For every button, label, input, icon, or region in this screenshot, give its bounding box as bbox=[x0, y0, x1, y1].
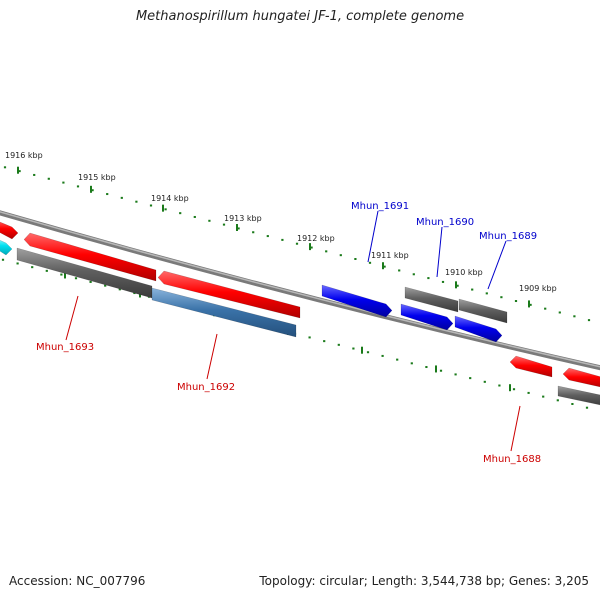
genome-title: Methanospirillum hungatei JF-1, complete… bbox=[135, 9, 465, 24]
scale-label: 1915 kbp bbox=[78, 173, 116, 182]
gene-label-connector bbox=[206, 333, 218, 380]
accession-text: Accession: NC_007796 bbox=[9, 574, 146, 588]
gene-mhun-1690-blue[interactable] bbox=[400, 303, 454, 331]
scale-label: 1909 kbp bbox=[519, 284, 557, 293]
gene-label-connector bbox=[487, 240, 507, 290]
gene-steel-1692[interactable] bbox=[151, 287, 297, 338]
genome-backbone bbox=[0, 210, 600, 371]
gene-label-connector bbox=[65, 295, 79, 341]
scale-label: 1914 kbp bbox=[151, 194, 189, 203]
gene-mhun-1688-red[interactable] bbox=[509, 355, 553, 378]
gene-cyan-left-edge[interactable] bbox=[0, 238, 13, 256]
gene-mhun-1690-grey[interactable] bbox=[404, 286, 459, 313]
gene-red-left-edge[interactable] bbox=[0, 220, 19, 240]
gene-mhun-1691[interactable] bbox=[321, 284, 393, 318]
gene-label-reverse[interactable]: Mhun_1692 bbox=[177, 382, 235, 393]
gene-mhun-1689-blue[interactable] bbox=[454, 315, 503, 343]
scale-label: 1913 kbp bbox=[224, 214, 262, 223]
gene-label-connector bbox=[436, 226, 443, 278]
scale-label: 1911 kbp bbox=[371, 251, 409, 260]
genome-summary-text: Topology: circular; Length: 3,544,738 bp… bbox=[259, 574, 589, 588]
scale-label: 1912 kbp bbox=[297, 234, 335, 243]
gene-label-reverse[interactable]: Mhun_1688 bbox=[483, 454, 541, 465]
gene-grey-right-edge[interactable] bbox=[557, 385, 600, 406]
gene-label-connector bbox=[510, 405, 521, 452]
outer-scale-ruler: 1916 kbp 1915 kbp 1914 kbp 1913 kbp 1912 kbp… bbox=[3, 151, 591, 322]
gene-red-right-edge[interactable] bbox=[562, 367, 600, 388]
gene-mhun-1692-upper[interactable] bbox=[157, 270, 301, 319]
scale-label: 1910 kbp bbox=[445, 268, 483, 277]
gene-label-connector bbox=[367, 210, 379, 263]
gene-mhun-1689-grey[interactable] bbox=[458, 298, 508, 324]
gene-label-reverse[interactable]: Mhun_1693 bbox=[36, 342, 94, 353]
gene-label-forward[interactable]: Mhun_1691 bbox=[351, 201, 409, 212]
gene-mhun-1693-upper[interactable] bbox=[23, 232, 157, 282]
gene-label-forward[interactable]: Mhun_1689 bbox=[479, 231, 537, 242]
scale-label: 1916 kbp bbox=[5, 151, 43, 160]
gene-label-forward[interactable]: Mhun_1690 bbox=[416, 217, 474, 228]
